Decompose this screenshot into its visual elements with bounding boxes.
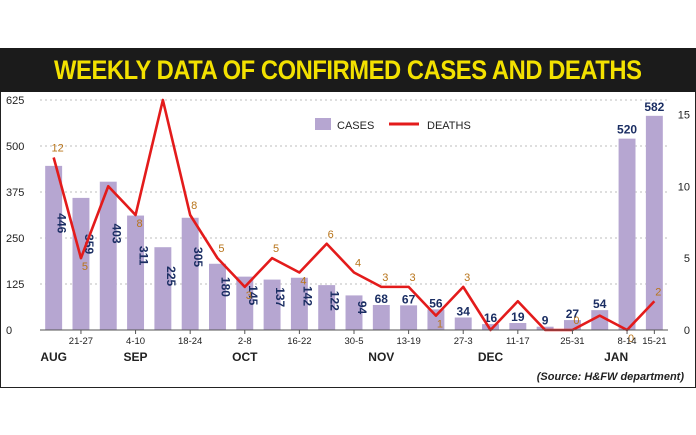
month-label: OCT [232,350,258,364]
chart-title-bar: WEEKLY DATA OF CONFIRMED CASES AND DEATH… [0,48,696,92]
case-bar [99,181,117,330]
death-value-label: 2 [655,286,661,298]
month-label: AUG [40,350,67,364]
y-right-tick-label: 15 [678,109,690,121]
month-label: JAN [604,350,628,364]
x-tick-label: 15-21 [642,336,666,347]
y-left-tick-label: 125 [6,279,24,291]
case-bar [72,197,90,330]
death-value-label: 4 [355,258,361,270]
death-value-label: 3 [464,272,470,284]
case-value-label: 68 [375,292,389,306]
death-value-label: 3 [410,272,416,284]
death-value-label: 8 [137,218,143,230]
y-right-tick-label: 0 [684,325,690,337]
death-value-label: 4 [300,276,306,288]
case-bar [236,276,254,330]
death-value-label: 6 [328,229,334,241]
y-right-tick-label: 10 [678,181,690,193]
case-value-label: 446 [55,213,69,233]
x-tick-label: 27-3 [454,336,473,347]
case-value-label: 9 [542,314,549,328]
case-value-label: 582 [644,100,664,114]
case-value-label: 27 [566,307,580,321]
x-tick-label: 2-8 [238,336,252,347]
death-value-label: 1 [437,319,443,331]
y-left-tick-label: 0 [6,325,12,337]
x-tick-label: 4-10 [126,336,145,347]
case-bar [209,263,226,330]
source-note: (Source: H&FW department) [537,371,685,383]
y-left-tick-label: 250 [6,233,24,245]
case-value-label: 54 [593,297,607,311]
legend-swatch-cases [315,118,331,130]
x-tick-label: 25-31 [560,336,584,347]
case-bar [427,309,445,330]
case-value-label: 122 [328,291,342,311]
legend: CASES DEATHS [315,118,471,132]
death-value-label: 0 [573,315,579,327]
case-value-label: 67 [402,292,416,306]
month-label: DEC [478,350,504,364]
x-tick-label: 21-27 [69,336,93,347]
x-tick-label: 13-19 [396,336,420,347]
case-bar [618,138,636,330]
case-bar [318,285,336,330]
x-tick-label: 18-24 [178,336,202,347]
case-bar [454,317,472,330]
case-bar [154,247,172,330]
case-value-label: 225 [164,266,178,286]
case-value-label: 142 [300,286,314,306]
case-bar [45,165,63,330]
y-left-tick-label: 625 [6,95,24,107]
case-value-label: 56 [429,296,443,310]
case-value-label: 94 [355,301,369,315]
death-value-label: 5 [82,261,88,273]
death-value-label: 0 [628,333,634,345]
x-tick-label: 8-14 [618,336,637,347]
case-bar [181,217,199,330]
death-value-label: 3 [246,290,252,302]
legend-label-deaths: DEATHS [427,120,471,132]
chart-title: WEEKLY DATA OF CONFIRMED CASES AND DEATH… [54,55,642,85]
case-value-label: 403 [109,224,123,244]
case-bar [400,305,418,330]
case-value-label: 305 [191,247,205,267]
x-tick-label: 30-5 [344,336,363,347]
case-bar [345,295,363,330]
case-value-label: 145 [246,285,260,305]
case-bar [482,324,499,330]
y-left-tick-label: 375 [6,187,24,199]
y-right-tick-label: 5 [684,253,690,265]
death-value-label: 12 [52,143,64,155]
x-tick-label: 11-17 [506,336,530,347]
case-value-label: 137 [273,287,287,307]
case-bar [591,310,609,330]
case-value-label: 311 [137,246,151,266]
case-bar [290,277,308,330]
death-value-label: 3 [382,272,388,284]
case-bar [509,323,527,330]
month-label: SEP [124,350,148,364]
death-value-label: 8 [191,200,197,212]
case-bar [563,320,581,330]
case-value-label: 520 [617,123,637,137]
x-tick-label: 16-22 [287,336,311,347]
death-value-label: 5 [218,243,224,255]
legend-label-cases: CASES [337,120,374,132]
case-bar [645,115,663,330]
case-value-label: 34 [457,304,471,318]
month-label: NOV [368,350,394,364]
case-bar [263,279,281,330]
case-bar [372,304,390,330]
case-value-label: 16 [484,311,498,325]
case-value-label: 180 [218,277,232,297]
y-left-tick-label: 500 [6,141,24,153]
case-value-label: 19 [511,310,525,324]
case-bar [127,215,145,330]
death-value-label: 5 [273,243,279,255]
